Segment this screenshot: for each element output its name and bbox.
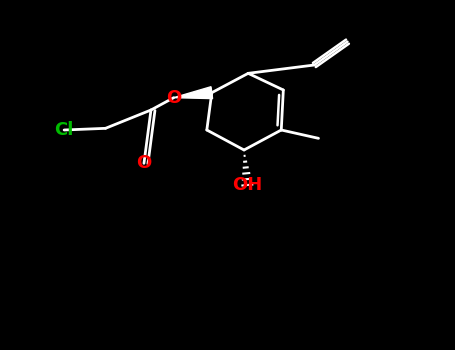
Text: O: O [166, 89, 182, 107]
Text: OH: OH [232, 176, 263, 194]
Text: Cl: Cl [55, 121, 74, 139]
Polygon shape [174, 87, 212, 99]
Text: O: O [136, 154, 152, 172]
